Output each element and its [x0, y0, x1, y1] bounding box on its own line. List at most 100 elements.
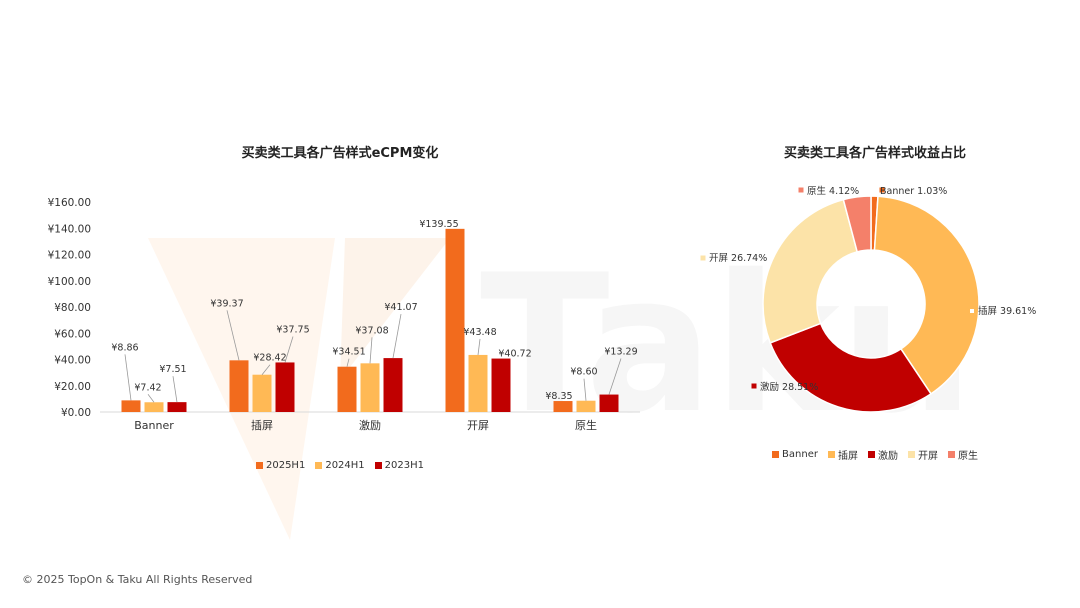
bar-2023H1-插屏 [275, 362, 295, 412]
x-axis: Banner 插屏 激励 开屏 原生 [134, 418, 597, 432]
legend-swatch [907, 451, 915, 458]
bar-data-label: ¥40.72 [498, 349, 531, 360]
x-tick-label: 原生 [575, 418, 597, 432]
pie-legend-item: 激励 [867, 447, 898, 462]
label-leader-line [261, 364, 271, 375]
bar-chart-title: 买卖类工具各广告样式eCPM变化 [241, 146, 439, 161]
slice-label-marker [700, 255, 706, 261]
slice-label-marker [969, 308, 975, 314]
legend-label: 2024H1 [325, 460, 365, 471]
pie-legend-item: 插屏 [827, 447, 858, 462]
x-tick-label: 插屏 [251, 418, 273, 432]
legend-swatch [867, 451, 875, 458]
label-leader-line [369, 337, 373, 364]
bar-data-label: ¥39.37 [210, 298, 243, 309]
donut-slice-label: Banner 1.03% [880, 186, 947, 197]
legend-label: Banner [782, 449, 818, 460]
bar-data-label: ¥8.60 [570, 367, 597, 378]
bar-data-label: ¥43.48 [463, 327, 496, 338]
bar-legend-item: 2023H1 [374, 460, 425, 471]
bar-legend-item: 2025H1 [255, 460, 306, 471]
bar-2025H1-原生 [553, 401, 573, 412]
legend-label: 2025H1 [265, 460, 306, 471]
legend-swatch [947, 451, 955, 458]
label-leader-line [284, 336, 294, 363]
bar-series [121, 228, 619, 412]
donut-slice-label: 开屏 26.74% [709, 253, 767, 264]
legend-swatch [255, 462, 263, 469]
pie-legend: Banner 插屏 激励 开屏 原生 [740, 447, 1010, 462]
y-tick-label: ¥100.00 [48, 276, 91, 288]
donut-slice-激励 [769, 322, 932, 413]
label-leader-line [124, 354, 132, 401]
bar-2023H1-开屏 [491, 358, 511, 412]
legend-label: 插屏 [837, 451, 858, 462]
bar-data-label: ¥34.51 [332, 347, 365, 358]
bar-2023H1-Banner [167, 402, 187, 412]
y-tick-label: ¥0.00 [61, 407, 91, 419]
bar-2024H1-原生 [576, 400, 596, 412]
donut-slice-labels: Banner 1.03% 插屏 39.61% 激励 28.51% 开屏 26.74% 原… [700, 185, 1036, 393]
legend-label: 原生 [957, 451, 978, 462]
label-leader-line [346, 358, 350, 367]
label-leader-line [477, 338, 481, 355]
y-tick-label: ¥120.00 [48, 250, 91, 262]
donut-slice-label: 原生 4.12% [807, 185, 859, 197]
x-tick-label: 激励 [359, 418, 381, 432]
bar-data-label: ¥13.29 [604, 347, 637, 358]
bar-data-label: ¥41.07 [384, 302, 417, 313]
bar-data-label: ¥8.86 [111, 342, 138, 353]
slice-label-marker [751, 383, 757, 389]
label-leader-line [608, 358, 622, 395]
bar-data-label: ¥7.51 [159, 364, 186, 375]
y-tick-label: ¥60.00 [54, 328, 91, 340]
bar-data-labels: ¥8.86 ¥7.42 ¥7.51 ¥39.37 ¥28.42 ¥37.75 ¥34.51 ¥… [111, 219, 638, 403]
legend-swatch [315, 462, 323, 469]
bar-2025H1-插屏 [229, 360, 249, 412]
donut-slice-label: 激励 28.51% [760, 381, 818, 393]
donut-slice-开屏 [762, 198, 859, 344]
slice-label-marker [879, 187, 885, 193]
bar-2023H1-原生 [599, 394, 619, 412]
bar-data-label: ¥8.35 [545, 391, 572, 402]
slice-label-marker [798, 187, 804, 193]
donut-slice-label: 插屏 39.61% [978, 305, 1036, 317]
bar-2025H1-Banner [121, 400, 141, 412]
bar-data-label: ¥28.42 [253, 353, 286, 364]
bar-2025H1-激励 [337, 366, 357, 412]
legend-label: 开屏 [917, 451, 938, 462]
y-axis: ¥0.00 ¥20.00 ¥40.00 ¥60.00 ¥80.00 ¥100.00 ¥120… [48, 197, 91, 419]
bar-data-label: ¥37.75 [276, 324, 309, 335]
bar-data-label: ¥139.55 [419, 219, 458, 230]
bar-2024H1-插屏 [252, 374, 272, 412]
label-leader-line [147, 394, 155, 403]
label-leader-line [392, 314, 402, 359]
bar-legend: 2025H1 2024H1 2023H1 [70, 460, 610, 471]
label-leader-line [172, 376, 178, 403]
label-leader-line [583, 378, 587, 401]
donut-slice-原生 [842, 195, 872, 253]
bar-2024H1-Banner [144, 402, 164, 412]
legend-label: 2023H1 [384, 460, 425, 471]
bar-2023H1-激励 [383, 358, 403, 412]
label-leader-line [226, 310, 240, 361]
pie-chart-title: 买卖类工具各广告样式收益占比 [783, 146, 966, 161]
y-tick-label: ¥20.00 [54, 381, 91, 393]
legend-label: 激励 [877, 451, 898, 462]
pie-legend-item: 原生 [947, 447, 978, 462]
donut-slice-插屏 [873, 195, 980, 395]
bar-2025H1-开屏 [445, 228, 465, 412]
y-tick-label: ¥40.00 [54, 355, 91, 367]
legend-swatch [374, 462, 382, 469]
y-tick-label: ¥140.00 [48, 223, 91, 235]
x-tick-label: 开屏 [467, 419, 489, 432]
pie-legend-item: 开屏 [907, 447, 938, 462]
bar-2024H1-开屏 [468, 354, 488, 412]
legend-swatch [772, 451, 780, 458]
bar-2024H1-激励 [360, 363, 380, 412]
x-tick-label: Banner [134, 419, 174, 432]
y-tick-label: ¥160.00 [48, 197, 91, 209]
legend-swatch [827, 451, 835, 458]
